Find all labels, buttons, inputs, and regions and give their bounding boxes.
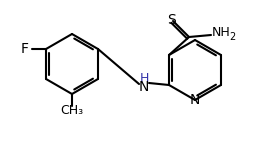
- Text: CH₃: CH₃: [60, 104, 84, 116]
- Text: H: H: [139, 73, 149, 85]
- Text: N: N: [190, 93, 200, 107]
- Text: F: F: [21, 42, 29, 56]
- Text: S: S: [167, 13, 175, 27]
- Text: 2: 2: [229, 32, 235, 42]
- Text: N: N: [139, 80, 149, 94]
- Text: NH: NH: [212, 26, 230, 40]
